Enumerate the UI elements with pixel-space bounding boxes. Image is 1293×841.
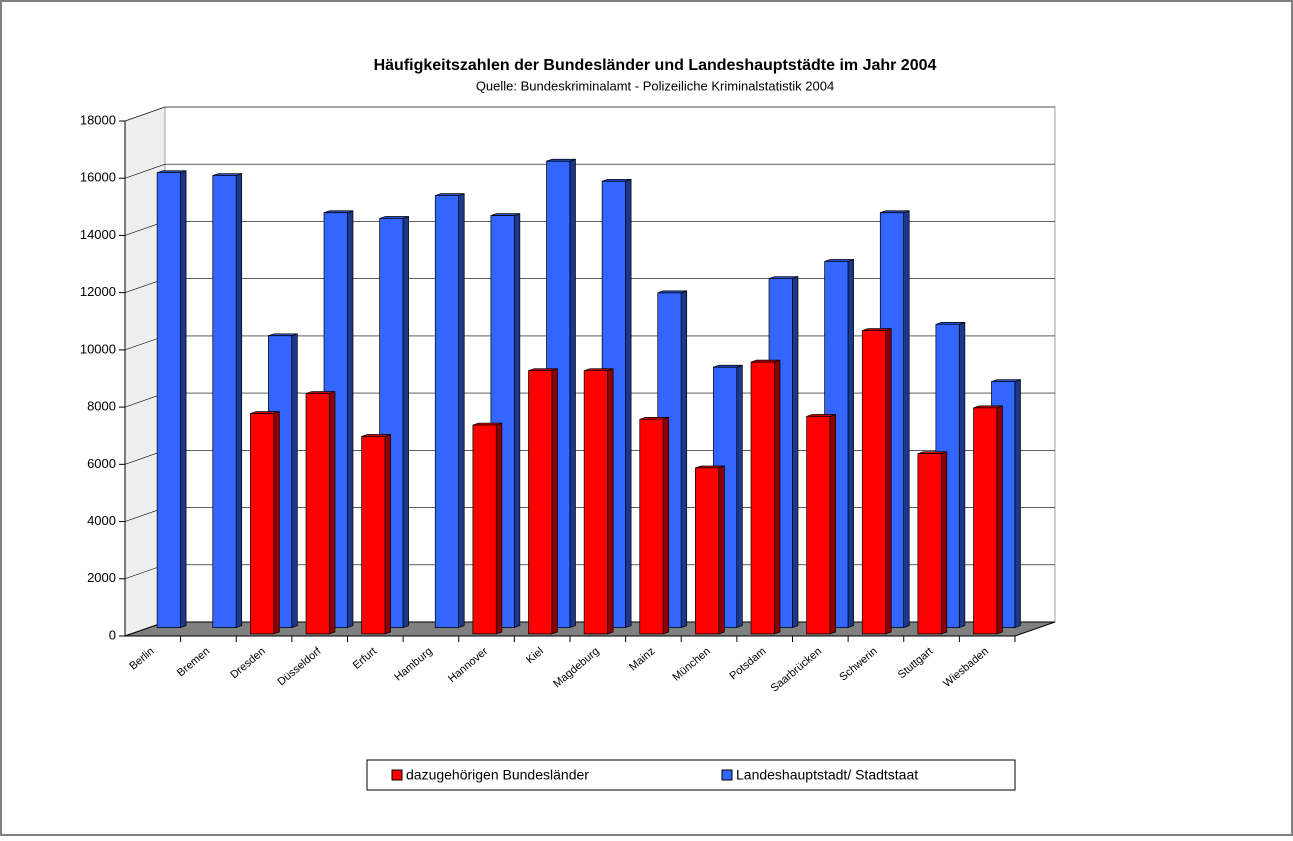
legend-label: Landeshauptstadt/ Stadtstaat xyxy=(736,767,918,783)
bar-side xyxy=(958,321,966,629)
bar xyxy=(156,170,187,629)
bar-front xyxy=(583,370,608,635)
bar-side xyxy=(402,216,409,629)
bar-side xyxy=(551,368,558,635)
bar-side xyxy=(495,422,503,635)
bar-side xyxy=(1014,379,1021,629)
bar-front xyxy=(750,361,775,635)
y-tick-label: 16000 xyxy=(80,170,116,185)
bar-side xyxy=(625,178,632,629)
y-tick-label: 2000 xyxy=(87,570,116,585)
bar-side xyxy=(607,368,614,635)
bar-side xyxy=(996,405,1003,635)
grid-line xyxy=(124,163,1055,179)
bar xyxy=(434,193,465,629)
bar-front xyxy=(305,393,330,635)
bar-front xyxy=(861,330,886,635)
bar-side xyxy=(347,210,354,629)
bar-side xyxy=(736,364,743,629)
bar xyxy=(305,391,336,635)
bar-front xyxy=(528,370,553,635)
bar-front xyxy=(472,424,497,635)
bar-side xyxy=(774,359,781,635)
legend-swatch xyxy=(721,769,733,781)
bar xyxy=(250,411,280,635)
bar xyxy=(750,359,781,635)
bar-side xyxy=(273,411,280,635)
bar-side xyxy=(680,290,688,629)
bar xyxy=(917,451,948,635)
bar-side xyxy=(235,173,243,629)
bar-front xyxy=(361,436,386,635)
y-tick-label: 18000 xyxy=(80,112,116,127)
y-tick-label: 4000 xyxy=(87,513,116,528)
y-tick-label: 12000 xyxy=(80,284,116,299)
bar xyxy=(806,414,836,635)
bar-front xyxy=(434,195,459,628)
bar-side xyxy=(180,170,187,629)
chart-subtitle: Quelle: Bundeskriminalamt - Polizeiliche… xyxy=(476,78,834,93)
bar-side xyxy=(329,391,336,635)
bar-front xyxy=(250,413,275,635)
bar-side xyxy=(458,193,465,629)
bar xyxy=(212,173,243,629)
bar xyxy=(528,368,558,635)
bar-side xyxy=(569,158,576,629)
bar xyxy=(472,422,503,635)
legend-label: dazugehörigen Bundesländer xyxy=(406,767,589,783)
bar xyxy=(361,434,391,635)
y-tick-label: 6000 xyxy=(87,456,116,471)
bar-side xyxy=(718,465,725,635)
bar-front xyxy=(695,467,720,635)
bar xyxy=(639,416,670,635)
bar-side xyxy=(792,276,799,629)
bar-side xyxy=(847,258,854,629)
chart-title: Häufigkeitszahlen der Bundesländer und L… xyxy=(374,57,937,74)
y-tick-label: 0 xyxy=(109,627,116,642)
bar-front xyxy=(806,416,831,635)
bar-side xyxy=(291,333,298,629)
bar xyxy=(583,368,614,635)
bar xyxy=(861,328,892,635)
bar-front xyxy=(973,407,998,635)
legend-swatch xyxy=(391,769,403,781)
y-tick-label: 14000 xyxy=(80,227,116,242)
bar xyxy=(695,465,725,635)
bar-side xyxy=(829,414,836,635)
y-tick-label: 10000 xyxy=(80,341,116,356)
legend xyxy=(366,759,1016,791)
bar-side xyxy=(513,213,521,629)
bar-side xyxy=(940,451,948,635)
bar-side xyxy=(662,416,670,635)
bar-front xyxy=(917,453,942,635)
bar-front xyxy=(639,418,664,635)
bar xyxy=(973,405,1003,635)
grid-line xyxy=(124,106,1055,122)
bar-front xyxy=(212,175,237,628)
bar-front xyxy=(156,172,181,628)
bar-side xyxy=(903,210,910,629)
bar-side xyxy=(384,434,391,635)
y-tick-label: 8000 xyxy=(87,399,116,414)
bar-side xyxy=(885,328,892,635)
